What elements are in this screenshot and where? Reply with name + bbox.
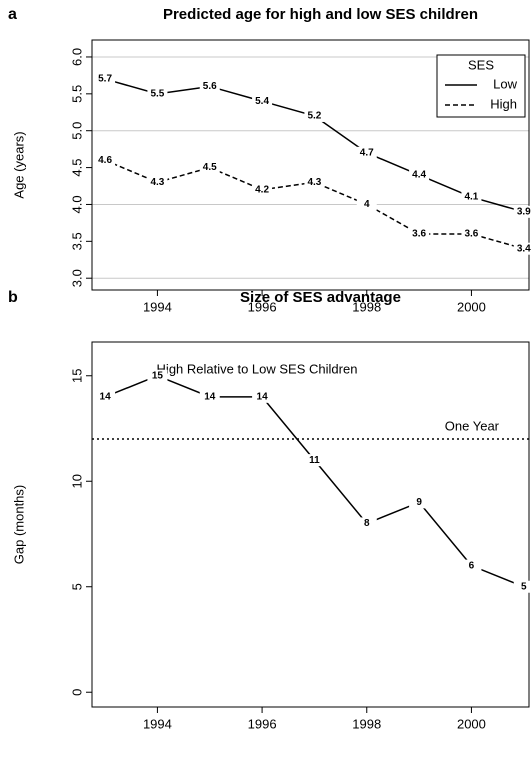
x-tick-label: 1998 (352, 299, 381, 314)
data-label: 4.3 (150, 177, 164, 188)
label-bg (304, 176, 325, 189)
label-bg (461, 191, 482, 204)
label-bg (356, 517, 377, 530)
data-label: 9 (416, 497, 422, 508)
y-tick-label: 5.0 (69, 122, 84, 140)
y-tick-label: 3.0 (69, 269, 84, 287)
y-tick-label: 6.0 (69, 48, 84, 66)
data-label: 5.2 (307, 111, 321, 122)
y-tick-label: 5.5 (69, 85, 84, 103)
x-tick-label: 1996 (248, 299, 277, 314)
legend-label: High (490, 96, 517, 111)
legend-title: SES (468, 57, 494, 72)
panel-label: a (8, 6, 17, 23)
label-bg (95, 390, 116, 403)
data-label: 15 (152, 370, 164, 381)
data-label: 5.4 (255, 96, 269, 107)
chart-title: Size of SES advantage (240, 289, 401, 306)
label-bg (95, 73, 116, 86)
plot-frame (91, 39, 530, 291)
data-label: 4.7 (360, 147, 374, 158)
label-bg (199, 390, 220, 403)
data-label: 14 (257, 391, 269, 402)
label-bg (461, 227, 482, 240)
x-tick-label: 1994 (143, 299, 172, 314)
y-axis-title: Gap (months) (11, 485, 26, 564)
y-tick-label: 0 (69, 689, 84, 696)
data-label: 5.5 (150, 88, 164, 99)
annotation: High Relative to Low SES Children (157, 361, 358, 376)
data-label: 4.5 (203, 162, 217, 173)
label-bg (199, 161, 220, 174)
label-bg (513, 242, 531, 255)
y-tick-label: 5 (69, 583, 84, 590)
y-tick-label: 3.5 (69, 232, 84, 250)
plot-frame (91, 341, 530, 708)
data-label: 4 (364, 199, 370, 210)
series-line (104, 374, 525, 588)
label-bg (95, 154, 116, 167)
label-bg (147, 369, 168, 382)
data-label: 4.4 (412, 170, 426, 181)
label-bg (409, 496, 430, 509)
y-tick-label: 4.5 (69, 159, 84, 177)
legend-box (436, 54, 526, 118)
data-label: 4.2 (255, 184, 269, 195)
label-bg (147, 87, 168, 100)
label-bg (199, 80, 220, 93)
x-tick-label: 1994 (143, 716, 172, 731)
y-tick-label: 10 (69, 474, 84, 488)
label-bg (304, 454, 325, 467)
x-tick-label: 2000 (457, 299, 486, 314)
label-bg (252, 95, 273, 108)
data-label: 5.6 (203, 81, 217, 92)
data-label: 3.9 (517, 206, 531, 217)
data-label: 14 (204, 391, 216, 402)
y-tick-label: 4.0 (69, 195, 84, 213)
label-bg (461, 559, 482, 572)
label-bg (356, 146, 377, 159)
label-bg (304, 109, 325, 122)
data-label: 5.7 (98, 74, 112, 85)
label-bg (409, 168, 430, 181)
data-label: 4.3 (307, 177, 321, 188)
x-tick-label: 2000 (457, 716, 486, 731)
reference-label: One Year (445, 418, 500, 433)
y-tick-label: 15 (69, 369, 84, 383)
data-label: 4.1 (464, 192, 478, 203)
x-tick-label: 1998 (352, 716, 381, 731)
y-axis-title: Age (years) (11, 131, 26, 198)
label-bg (252, 183, 273, 196)
legend-label: Low (493, 76, 517, 91)
data-label: 14 (100, 391, 112, 402)
data-label: 3.4 (517, 243, 531, 254)
data-label: 3.6 (464, 229, 478, 240)
data-label: 8 (364, 518, 370, 529)
panel-label: b (8, 289, 18, 306)
label-bg (356, 198, 377, 211)
label-bg (409, 227, 430, 240)
data-label: 4.6 (98, 155, 112, 166)
label-bg (513, 580, 531, 593)
label-bg (252, 390, 273, 403)
x-tick-label: 1996 (248, 716, 277, 731)
chart-title: Predicted age for high and low SES child… (163, 6, 478, 23)
data-label: 5 (521, 581, 527, 592)
data-label: 3.6 (412, 229, 426, 240)
label-bg (147, 176, 168, 189)
data-label: 6 (469, 560, 475, 571)
data-label: 11 (309, 455, 320, 466)
label-bg (513, 205, 531, 218)
